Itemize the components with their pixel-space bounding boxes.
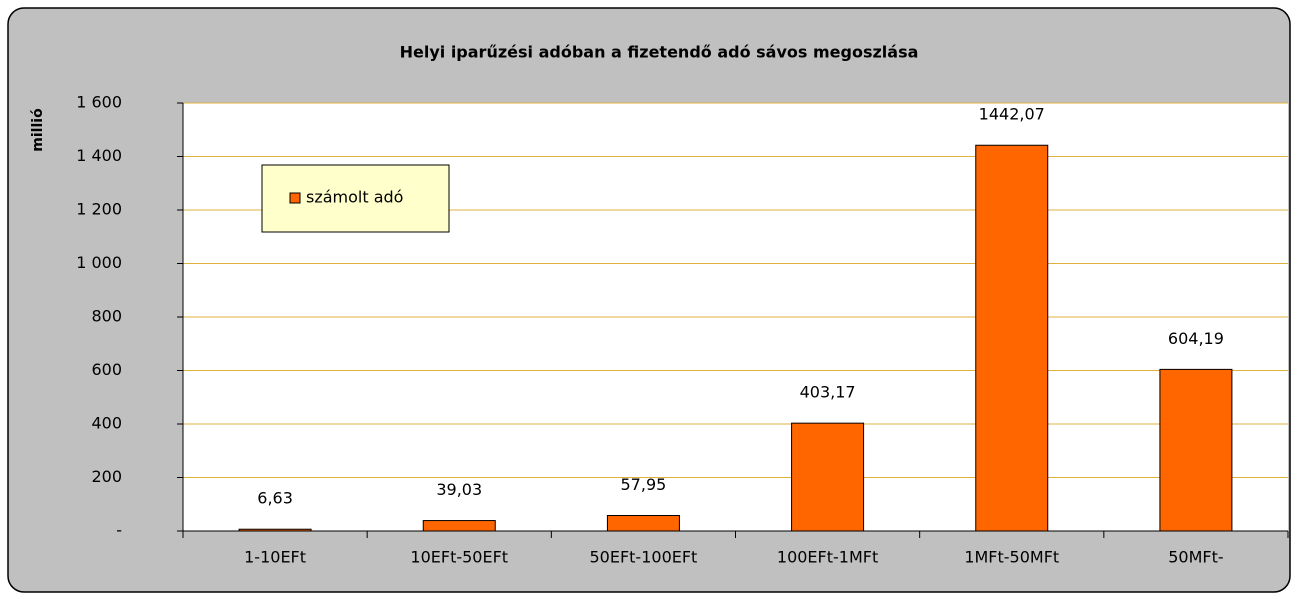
- legend-swatch: [289, 192, 301, 204]
- y-axis-title: millió: [30, 108, 46, 152]
- legend-label: számolt adó: [306, 188, 403, 207]
- y-tick-label: 1 200: [76, 200, 122, 219]
- x-tick-label: 50EFt-100EFt: [589, 548, 697, 567]
- x-tick-label: 1MFt-50MFt: [964, 548, 1059, 567]
- y-tick-label: 1 000: [76, 253, 122, 272]
- data-label: 604,19: [1168, 329, 1224, 348]
- y-tick-label: 400: [91, 414, 122, 433]
- y-tick-label: -: [116, 521, 122, 540]
- bar: [606, 514, 680, 532]
- x-tick-label: 1-10EFt: [244, 548, 306, 567]
- x-tick-label: 100EFt-1MFt: [777, 548, 878, 567]
- x-tick-label: 10EFt-50EFt: [410, 548, 508, 567]
- data-label: 1442,07: [979, 105, 1045, 124]
- bar: [975, 144, 1049, 532]
- y-tick-label: 800: [91, 307, 122, 326]
- data-label: 6,63: [257, 489, 293, 508]
- data-label: 39,03: [436, 480, 482, 499]
- data-label: 57,95: [621, 475, 667, 494]
- y-tick-label: 1 600: [76, 93, 122, 112]
- x-tick-label: 50MFt-: [1168, 548, 1223, 567]
- data-label: 403,17: [800, 383, 856, 402]
- bar: [1159, 368, 1233, 532]
- bar: [238, 528, 312, 532]
- y-tick-label: 600: [91, 360, 122, 379]
- bar: [422, 520, 496, 532]
- bar: [791, 422, 865, 532]
- chart-title: Helyi iparűzési adóban a fizetendő adó s…: [400, 43, 919, 62]
- y-tick-label: 200: [91, 467, 122, 486]
- y-tick-label: 1 400: [76, 146, 122, 165]
